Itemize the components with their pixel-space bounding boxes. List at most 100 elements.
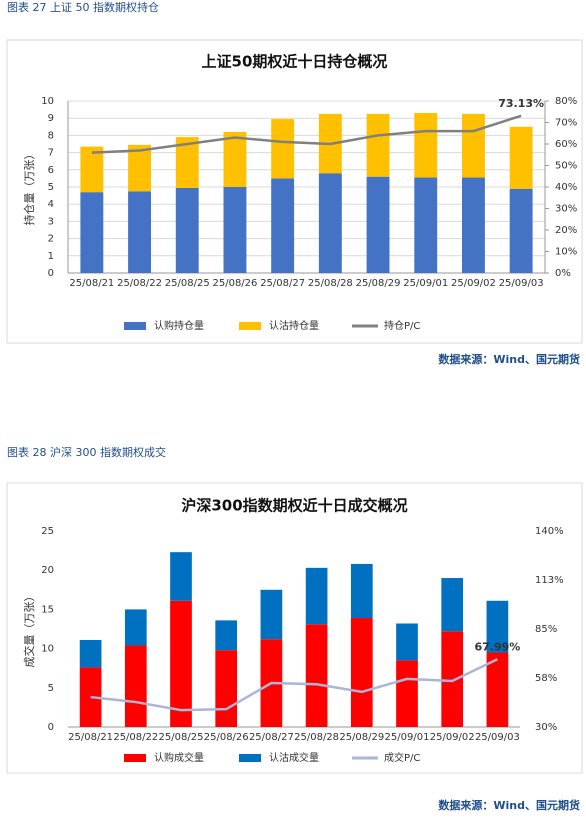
bar bbox=[223, 131, 247, 187]
y2-tick-label: 85% bbox=[535, 624, 557, 635]
y-tick-label: 15 bbox=[41, 604, 54, 615]
y-tick-label: 0 bbox=[48, 268, 54, 279]
y-tick-label: 10 bbox=[41, 644, 54, 655]
y-tick-label: 9 bbox=[48, 113, 54, 124]
value-label: 73.13% bbox=[498, 97, 544, 110]
y2-tick-label: 58% bbox=[535, 673, 557, 684]
x-tick-label: 25/09/03 bbox=[475, 732, 520, 743]
y-tick-label: 10 bbox=[41, 96, 54, 107]
y2-tick-label: 140% bbox=[535, 526, 564, 537]
legend-swatch bbox=[239, 322, 261, 330]
bar bbox=[80, 192, 104, 273]
y-tick-label: 8 bbox=[48, 130, 54, 141]
y2-tick-label: 30% bbox=[535, 722, 557, 733]
bar bbox=[305, 567, 328, 625]
caption: 图表 28 沪深 300 指数期权成交 bbox=[7, 445, 166, 459]
x-tick-label: 25/08/29 bbox=[356, 278, 401, 289]
chart-title: 沪深300指数期权近十日成交概况 bbox=[181, 497, 407, 515]
bar bbox=[509, 188, 533, 273]
bar bbox=[486, 600, 509, 653]
line bbox=[90, 658, 498, 712]
y2-tick-label: 30% bbox=[555, 204, 577, 215]
chart-frame bbox=[6, 482, 583, 774]
x-tick-label: 25/08/29 bbox=[339, 732, 384, 743]
y2-tick-label: 113% bbox=[535, 575, 564, 586]
bar bbox=[271, 178, 295, 273]
x-tick-label: 25/08/25 bbox=[159, 732, 204, 743]
x-tick-label: 25/09/01 bbox=[403, 278, 448, 289]
x-tick-label: 25/08/27 bbox=[260, 278, 305, 289]
y2-tick-label: 20% bbox=[555, 225, 577, 236]
bar bbox=[271, 119, 295, 179]
bar bbox=[414, 177, 438, 273]
bar bbox=[260, 589, 283, 640]
bar bbox=[175, 187, 199, 273]
bar bbox=[124, 645, 147, 727]
bar bbox=[170, 600, 192, 727]
bar bbox=[223, 187, 247, 273]
y-tick-label: 25 bbox=[41, 526, 54, 537]
bar bbox=[350, 618, 373, 727]
bar bbox=[124, 609, 147, 646]
bar bbox=[414, 113, 438, 178]
legend-swatch bbox=[124, 322, 146, 330]
x-tick-label: 25/09/02 bbox=[430, 732, 475, 743]
x-tick-label: 25/08/26 bbox=[212, 278, 257, 289]
y2-tick-label: 10% bbox=[555, 247, 577, 258]
bar bbox=[366, 176, 390, 273]
y-tick-label: 5 bbox=[48, 683, 54, 694]
y2-tick-label: 80% bbox=[555, 96, 577, 107]
bar bbox=[462, 113, 485, 178]
x-tick-label: 25/09/02 bbox=[451, 278, 496, 289]
legend-swatch bbox=[124, 754, 146, 762]
bar bbox=[215, 650, 238, 727]
bar bbox=[215, 620, 238, 651]
y2-tick-label: 60% bbox=[555, 139, 577, 150]
y-tick-label: 6 bbox=[48, 165, 54, 176]
bar bbox=[175, 137, 199, 188]
y-tick-label: 7 bbox=[48, 148, 54, 159]
bar bbox=[366, 113, 390, 177]
x-tick-label: 25/08/28 bbox=[294, 732, 339, 743]
bar bbox=[350, 563, 373, 619]
source: 数据来源：Wind、国元期货 bbox=[438, 798, 580, 812]
y2-tick-label: 40% bbox=[555, 182, 577, 193]
x-tick-label: 25/09/01 bbox=[385, 732, 430, 743]
caption: 图表 27 上证 50 指数期权持仓 bbox=[7, 0, 159, 14]
bar bbox=[80, 146, 104, 193]
x-tick-label: 25/08/22 bbox=[117, 278, 162, 289]
value-label: 67.99% bbox=[474, 640, 520, 653]
y-tick-label: 3 bbox=[48, 216, 54, 227]
legend-label: 认沽持仓量 bbox=[269, 319, 319, 332]
bar bbox=[128, 144, 151, 192]
y-tick-label: 4 bbox=[48, 199, 54, 210]
y2-tick-label: 50% bbox=[555, 161, 577, 172]
legend-label: 成交P/C bbox=[384, 751, 420, 764]
bar bbox=[486, 652, 509, 727]
x-tick-label: 25/08/27 bbox=[249, 732, 294, 743]
x-tick-label: 25/09/03 bbox=[499, 278, 544, 289]
y2-tick-label: 70% bbox=[555, 118, 577, 129]
bar bbox=[305, 624, 328, 727]
y-tick-label: 20 bbox=[41, 565, 54, 576]
y-axis-title: 持仓量（万张） bbox=[22, 149, 36, 226]
legend-label: 持仓P/C bbox=[384, 319, 420, 332]
chart-title: 上证50期权近十日持仓概况 bbox=[202, 53, 388, 71]
bar bbox=[509, 126, 533, 189]
bar bbox=[79, 639, 102, 668]
y-tick-label: 2 bbox=[48, 234, 54, 245]
bar bbox=[462, 177, 485, 273]
bar bbox=[396, 660, 418, 727]
x-tick-label: 25/08/25 bbox=[165, 278, 210, 289]
x-tick-label: 25/08/21 bbox=[69, 278, 114, 289]
x-tick-label: 25/08/28 bbox=[308, 278, 353, 289]
y-tick-label: 1 bbox=[48, 251, 54, 262]
source: 数据来源：Wind、国元期货 bbox=[438, 352, 580, 366]
bar bbox=[128, 191, 151, 273]
x-tick-label: 25/08/22 bbox=[113, 732, 158, 743]
legend-label: 认沽成交量 bbox=[269, 751, 319, 764]
y-tick-label: 5 bbox=[48, 182, 54, 193]
y-tick-label: 0 bbox=[48, 722, 54, 733]
legend-label: 认购成交量 bbox=[154, 751, 204, 764]
